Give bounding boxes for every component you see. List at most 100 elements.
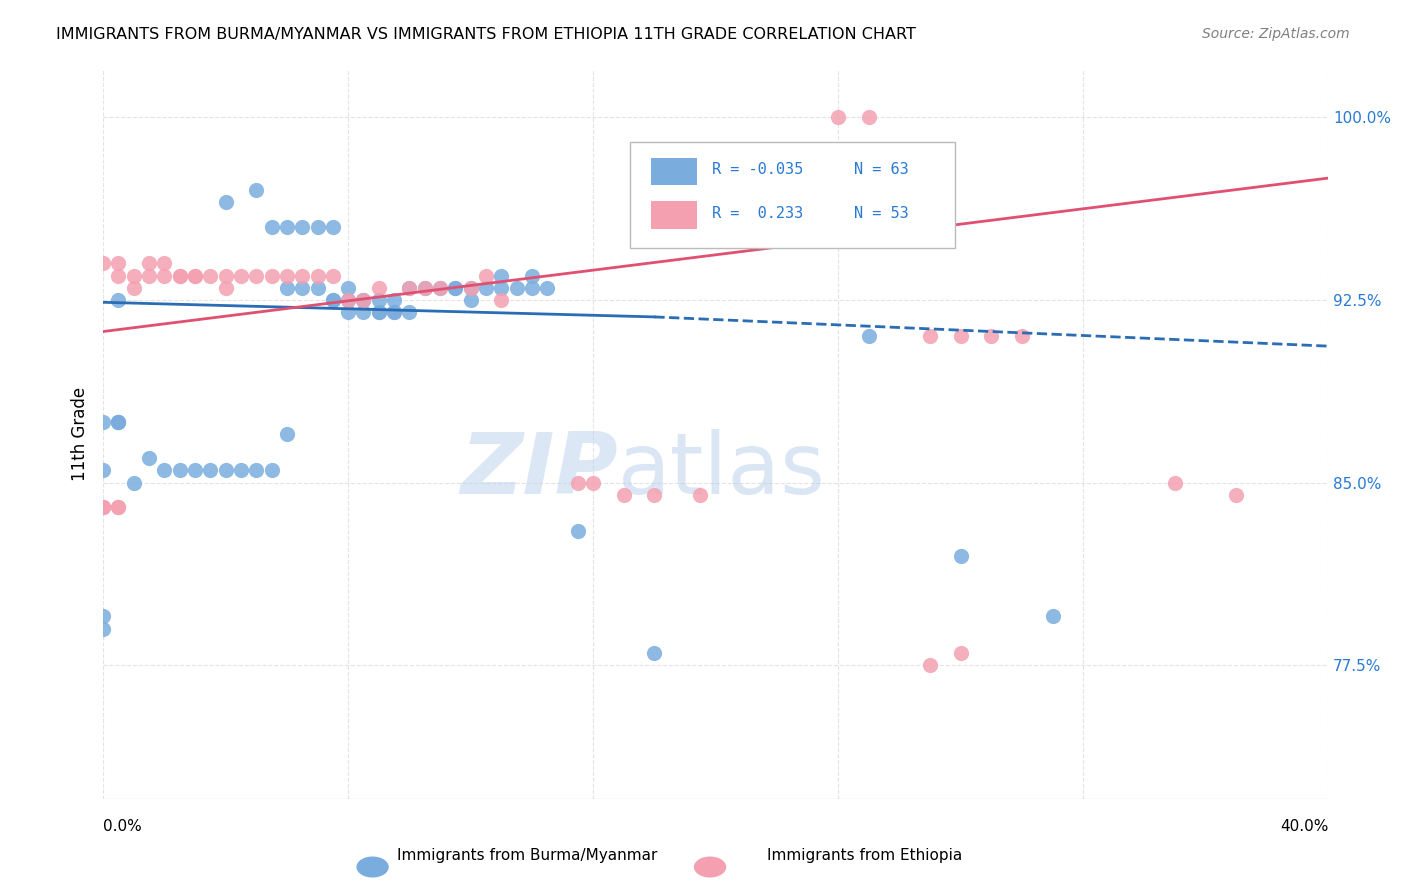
Text: 0.0%: 0.0%	[103, 819, 142, 833]
Point	[1042, 609, 1064, 624]
Point	[382, 305, 405, 319]
Point	[949, 329, 972, 343]
Point	[291, 268, 314, 283]
Point	[169, 463, 191, 477]
Text: N = 63: N = 63	[853, 161, 908, 177]
Point	[520, 281, 543, 295]
Point	[1011, 329, 1033, 343]
Text: N = 53: N = 53	[853, 206, 908, 221]
Point	[322, 219, 344, 234]
Point	[337, 293, 360, 307]
Y-axis label: 11th Grade: 11th Grade	[72, 387, 89, 481]
Text: ZIP: ZIP	[460, 429, 617, 512]
Text: IMMIGRANTS FROM BURMA/MYANMAR VS IMMIGRANTS FROM ETHIOPIA 11TH GRADE CORRELATION: IMMIGRANTS FROM BURMA/MYANMAR VS IMMIGRA…	[56, 27, 917, 42]
Point	[505, 281, 527, 295]
Text: Source: ZipAtlas.com: Source: ZipAtlas.com	[1202, 27, 1350, 41]
Point	[91, 609, 114, 624]
Point	[138, 451, 160, 466]
Point	[918, 658, 941, 673]
Point	[398, 281, 420, 295]
Point	[276, 219, 298, 234]
Point	[322, 293, 344, 307]
Point	[827, 110, 849, 124]
Point	[214, 463, 236, 477]
Point	[889, 183, 911, 197]
Point	[200, 268, 222, 283]
Text: Immigrants from Burma/Myanmar: Immigrants from Burma/Myanmar	[396, 848, 658, 863]
Point	[460, 281, 482, 295]
Point	[214, 195, 236, 210]
Point	[91, 415, 114, 429]
Point	[689, 488, 711, 502]
Point	[107, 256, 129, 270]
Point	[229, 463, 252, 477]
Point	[91, 500, 114, 514]
Point	[276, 281, 298, 295]
Point	[91, 463, 114, 477]
Point	[153, 256, 176, 270]
Point	[858, 110, 880, 124]
Point	[307, 281, 329, 295]
Point	[382, 305, 405, 319]
Point	[107, 415, 129, 429]
Text: Immigrants from Ethiopia: Immigrants from Ethiopia	[768, 848, 962, 863]
Point	[184, 268, 207, 283]
Point	[291, 281, 314, 295]
Point	[245, 268, 267, 283]
Text: R = -0.035: R = -0.035	[711, 161, 803, 177]
Point	[429, 281, 451, 295]
Point	[214, 268, 236, 283]
Text: 40.0%: 40.0%	[1279, 819, 1329, 833]
Point	[153, 268, 176, 283]
Point	[91, 622, 114, 636]
Point	[918, 329, 941, 343]
Point	[229, 268, 252, 283]
Bar	[651, 158, 697, 186]
Point	[613, 488, 636, 502]
Point	[398, 281, 420, 295]
Point	[475, 281, 498, 295]
Point	[107, 500, 129, 514]
Point	[367, 281, 389, 295]
Point	[567, 524, 589, 539]
Point	[491, 268, 513, 283]
Point	[138, 256, 160, 270]
Point	[367, 305, 389, 319]
Point	[491, 281, 513, 295]
Point	[337, 293, 360, 307]
Point	[444, 281, 467, 295]
Point	[1225, 488, 1247, 502]
Point	[567, 475, 589, 490]
Text: R =  0.233: R = 0.233	[711, 206, 803, 221]
Text: atlas: atlas	[617, 429, 825, 512]
Point	[322, 293, 344, 307]
Point	[352, 293, 374, 307]
Point	[91, 500, 114, 514]
Point	[122, 475, 145, 490]
Point	[858, 329, 880, 343]
Point	[153, 463, 176, 477]
Point	[91, 500, 114, 514]
Point	[491, 293, 513, 307]
Point	[949, 646, 972, 660]
Point	[214, 281, 236, 295]
Point	[337, 305, 360, 319]
Point	[352, 293, 374, 307]
Point	[291, 219, 314, 234]
Point	[643, 488, 665, 502]
Point	[460, 281, 482, 295]
Point	[107, 293, 129, 307]
Point	[337, 281, 360, 295]
Point	[444, 281, 467, 295]
Point	[307, 219, 329, 234]
Point	[276, 268, 298, 283]
Point	[949, 549, 972, 563]
Point	[260, 219, 283, 234]
Point	[582, 475, 605, 490]
Point	[107, 268, 129, 283]
Point	[536, 281, 558, 295]
Point	[382, 293, 405, 307]
Point	[260, 463, 283, 477]
Point	[460, 293, 482, 307]
Point	[200, 463, 222, 477]
